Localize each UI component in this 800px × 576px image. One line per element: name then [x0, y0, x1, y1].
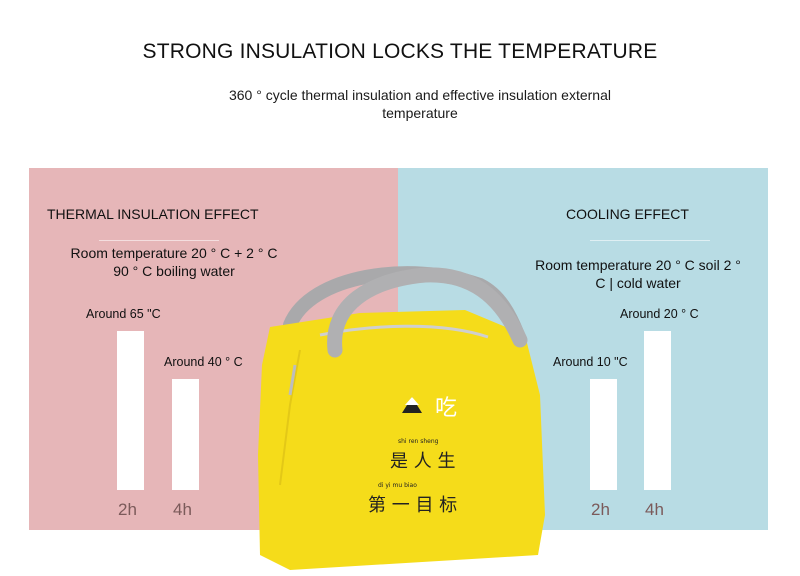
divider: [590, 240, 710, 241]
x-axis-label: 4h: [173, 500, 192, 519]
thermal-desc-line2: 90 ° C boiling water: [113, 263, 235, 279]
bag-print-line-2: 第 一 目 标: [368, 495, 457, 516]
x-axis-label: 2h: [118, 500, 137, 519]
bar-thermal-2h: [117, 331, 144, 490]
x-axis-label: 4h: [645, 500, 664, 519]
bar-value-label: Around 20 ° C: [620, 307, 699, 321]
x-axis-label: 2h: [591, 500, 610, 519]
cooling-desc-line2: C | cold water: [595, 275, 681, 291]
page-title: STRONG INSULATION LOCKS THE TEMPERATURE: [142, 40, 658, 63]
cooling-panel-description: Room temperature 20 ° C soil 2 ° C | col…: [510, 256, 766, 292]
zipper-pull-icon: [288, 364, 297, 396]
thermal-panel-title: THERMAL INSULATION EFFECT: [47, 206, 259, 222]
divider: [99, 240, 219, 241]
thermal-desc-line1: Room temperature 20 ° C + 2 ° C: [70, 245, 278, 261]
cooling-panel-title: COOLING EFFECT: [566, 206, 689, 222]
bar-value-label: Around 65 "C: [86, 307, 161, 321]
bar-thermal-4h: [172, 379, 199, 490]
thermal-panel-description: Room temperature 20 ° C + 2 ° C 90 ° C b…: [39, 244, 309, 280]
bar-cooling-4h: [644, 331, 671, 490]
bag-print-line-1: 是 人 生: [390, 451, 455, 472]
front-handle: [327, 267, 528, 358]
bag-print-pinyin-1: shi ren sheng: [398, 438, 439, 445]
bar-value-label: Around 40 ° C: [164, 355, 243, 369]
page-subtitle: 360 ° cycle thermal insulation and effec…: [228, 87, 611, 121]
lunch-bag-image: 吃 shi ren sheng 是 人 生 di yi mu biao 第 一 …: [258, 266, 545, 570]
bar-value-label: Around 10 "C: [553, 355, 628, 369]
cooling-desc-line1: Room temperature 20 ° C soil 2 °: [535, 257, 741, 273]
bag-print-icon-char: 吃: [435, 396, 457, 421]
bag-body: [258, 310, 545, 570]
bar-cooling-2h: [590, 379, 617, 490]
bag-print-pinyin-2: di yi mu biao: [378, 482, 417, 489]
